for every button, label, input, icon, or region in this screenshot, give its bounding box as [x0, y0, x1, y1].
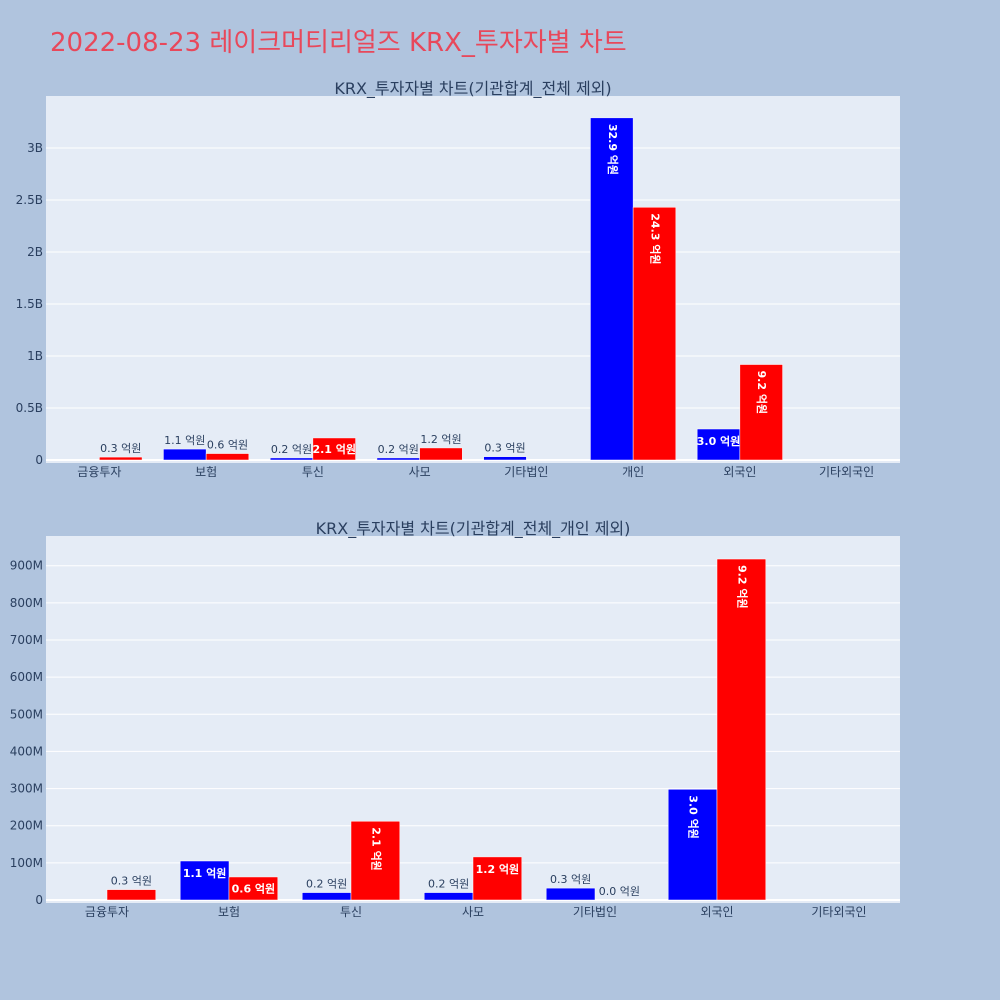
bar-value-label: 2.1 억원	[369, 827, 383, 871]
bar	[590, 117, 634, 461]
chart-title: KRX_투자자별 차트(기관합계_전체 제외)	[334, 79, 611, 99]
bar-value-label: 9.2 억원	[755, 371, 769, 415]
x-tick-label: 기타법인	[573, 905, 617, 919]
page-title: 2022-08-23 레이크머티리얼즈 KRX_투자자별 차트	[50, 28, 627, 58]
bar-value-label: 0.3 억원	[484, 442, 525, 455]
x-tick-label: 보험	[218, 905, 240, 919]
x-tick-label: 외국인	[700, 905, 733, 919]
x-tick-label: 보험	[195, 465, 217, 479]
x-tick-label: 사모	[462, 905, 484, 919]
bar-value-label: 2.1 억원	[312, 442, 356, 456]
bar	[106, 889, 157, 901]
bar	[483, 456, 527, 461]
bar-value-label: 24.3 억원	[648, 213, 662, 264]
y-tick-label: 600M	[10, 670, 43, 684]
bar-value-label: 3.0 억원	[697, 434, 741, 448]
y-tick-label: 1.5B	[16, 297, 43, 311]
y-tick-label: 400M	[10, 744, 43, 758]
x-tick-label: 기타외국인	[819, 465, 874, 479]
y-tick-label: 900M	[10, 559, 43, 573]
bar-value-label: 0.2 억원	[271, 443, 312, 456]
bar	[632, 207, 677, 461]
bar-value-label: 0.3 억원	[550, 873, 591, 886]
chart-1: KRX_투자자별 차트(기관합계_전체 제외) 0 0.5B 1B 1.5B 2B 2.5B…	[16, 79, 900, 479]
bar-value-label: 0.2 억원	[428, 878, 469, 891]
chart-2: KRX_투자자별 차트(기관합계_전체_개인 제외) 0 100M 200M 300M 4…	[10, 519, 900, 919]
x-tick-label: 개인	[622, 465, 644, 479]
y-tick-label: 1B	[27, 349, 43, 363]
plot-area	[46, 536, 900, 903]
bar-value-label: 32.9 억원	[606, 124, 620, 175]
bar-value-label: 0.3 억원	[100, 442, 141, 455]
bar	[423, 892, 474, 901]
bar-value-label: 0.3 억원	[111, 875, 152, 888]
y-tick-label: 800M	[10, 596, 43, 610]
y-tick-label: 0.5B	[16, 401, 43, 415]
bar-value-label: 0.2 억원	[378, 443, 419, 456]
bar-value-label: 9.2 억원	[735, 565, 749, 609]
bar-value-label: 1.1 억원	[183, 866, 227, 880]
bar	[545, 887, 596, 901]
bar	[667, 789, 718, 901]
bar-value-label: 1.2 억원	[476, 862, 520, 876]
bar-value-label: 0.0 억원	[599, 885, 640, 898]
x-tick-label: 외국인	[723, 465, 756, 479]
y-tick-label: 200M	[10, 819, 43, 833]
bar	[301, 892, 352, 901]
bar	[228, 876, 279, 901]
bar-value-label: 3.0 억원	[687, 795, 701, 839]
bar	[472, 856, 523, 901]
x-tick-label: 투신	[340, 905, 362, 919]
bar	[205, 453, 250, 461]
bar-value-label: 0.6 억원	[232, 881, 276, 895]
x-tick-label: 금융투자	[85, 905, 129, 919]
y-tick-label: 3B	[27, 141, 43, 155]
y-tick-label: 500M	[10, 707, 43, 721]
y-tick-label: 100M	[10, 856, 43, 870]
bar-value-label: 1.2 억원	[420, 433, 461, 446]
x-tick-label: 기타법인	[504, 465, 548, 479]
x-tick-label: 기타외국인	[811, 905, 866, 919]
y-tick-label: 2.5B	[16, 193, 43, 207]
bar	[696, 428, 741, 461]
bar	[312, 437, 356, 461]
bar	[163, 448, 207, 461]
x-tick-label: 투신	[302, 465, 324, 479]
y-tick-label: 0	[35, 453, 43, 467]
y-tick-label: 2B	[27, 245, 43, 259]
y-tick-label: 300M	[10, 782, 43, 796]
bar	[376, 457, 420, 461]
x-tick-label: 사모	[409, 465, 431, 479]
x-tick-label: 금융투자	[77, 465, 121, 479]
chart-title: KRX_투자자별 차트(기관합계_전체_개인 제외)	[316, 519, 631, 539]
bar	[739, 364, 783, 461]
y-tick-label: 700M	[10, 633, 43, 647]
bar-value-label: 0.2 억원	[306, 878, 347, 891]
bar	[716, 558, 767, 901]
bar-value-label: 0.6 억원	[207, 439, 248, 452]
bar	[350, 821, 401, 901]
bar	[99, 456, 143, 461]
bar-value-label: 1.1 억원	[164, 434, 205, 447]
bar	[269, 457, 314, 461]
bar	[419, 447, 463, 461]
y-tick-label: 0	[35, 893, 43, 907]
